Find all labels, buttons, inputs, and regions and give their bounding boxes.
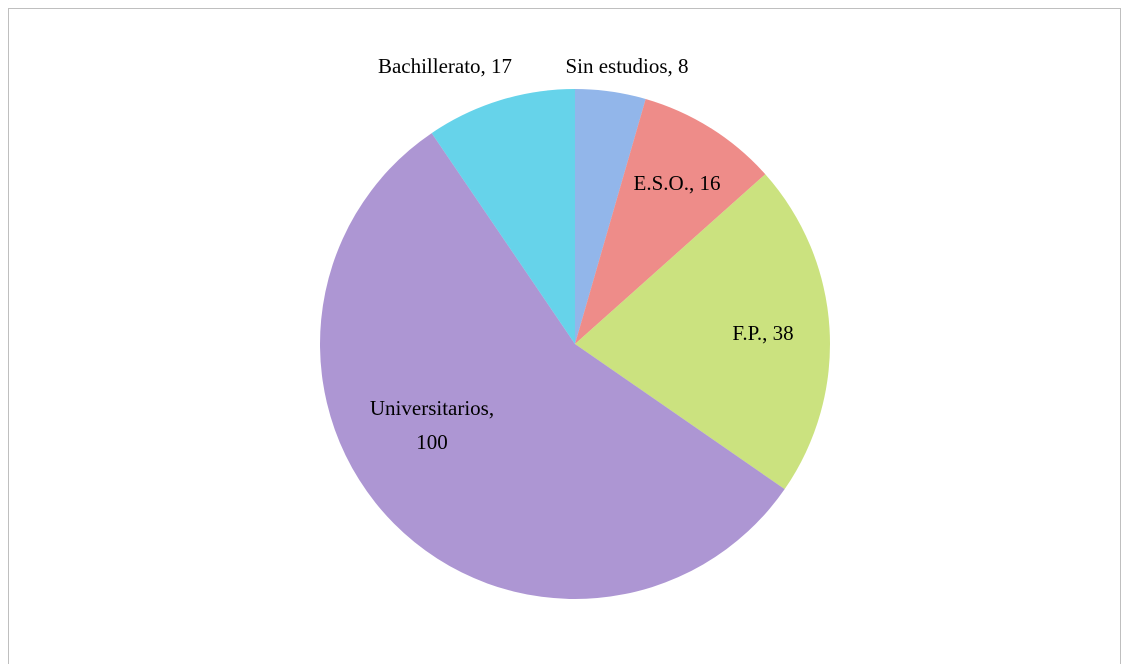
chart-frame — [8, 8, 1121, 664]
pie-slice — [320, 133, 785, 599]
data-label: Sin estudios, 8 — [565, 54, 689, 78]
pie-slice — [575, 174, 830, 490]
data-label: Universitarios, 100 — [369, 396, 495, 454]
pie-slice — [575, 98, 766, 344]
pie-slice — [575, 89, 646, 344]
data-label: F.P., 38 — [732, 321, 794, 345]
data-label: Bachillerato, 17 — [377, 54, 513, 78]
data-label: E.S.O., 16 — [633, 171, 721, 195]
pie-slice — [431, 89, 575, 344]
